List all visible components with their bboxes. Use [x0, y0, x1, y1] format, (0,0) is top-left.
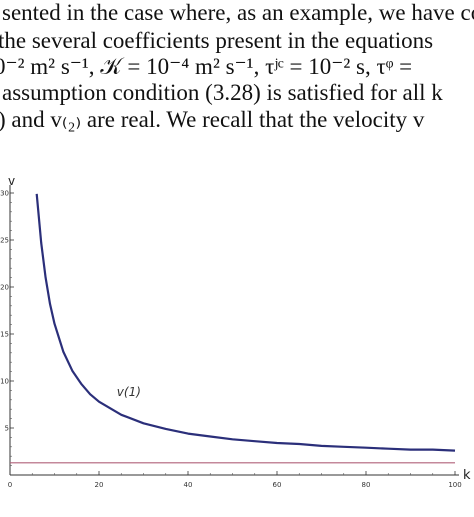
plot-svg: 0 20 40 60 80 100 5 10 15 20 25 30 v k v(1)	[0, 174, 471, 489]
x-tick-label-80: 80	[362, 481, 371, 489]
y-axis-label: v	[8, 175, 15, 188]
text-line-5: ) and v₍₂₎ are real. We recall that the …	[0, 107, 425, 132]
x-tick-label-100: 100	[448, 481, 461, 489]
velocity-plot: 0 20 40 60 80 100 5 10 15 20 25 30 v k v(1)	[0, 174, 474, 513]
text-line-1: sented in the case where, as an example,…	[2, 0, 474, 25]
text-line-2: the several coefficients present in the …	[0, 28, 434, 53]
text-line-4: assumption condition (3.28) is satisfied…	[2, 80, 443, 105]
x-tick-label-20: 20	[95, 481, 104, 489]
x-tick-label-60: 60	[273, 481, 282, 489]
axis-labels: 0 20 40 60 80 100 5 10 15 20 25 30 v k v(1)	[0, 174, 471, 489]
x-tick-label-0: 0	[8, 481, 12, 489]
text-line-3: 0⁻² m² s⁻¹, 𝒦 = 10⁻⁴ m² s⁻¹, τʲᶜ = 10⁻² …	[0, 54, 413, 79]
paper-text: sented in the case where, as an example,…	[0, 0, 474, 160]
series-layer	[10, 193, 456, 464]
y-tick-label-20: 20	[0, 284, 9, 292]
y-tick-label-30: 30	[0, 190, 9, 198]
curve-annotation-v1: v(1)	[117, 385, 141, 399]
x-tick-label-40: 40	[184, 481, 193, 489]
series-line-v1	[35, 193, 456, 452]
axes	[9, 185, 459, 476]
y-tick-label-5: 5	[5, 425, 9, 433]
x-axis-label: k	[463, 468, 471, 483]
y-tick-label-10: 10	[0, 378, 9, 386]
y-tick-label-25: 25	[0, 237, 9, 245]
y-tick-label-15: 15	[0, 331, 9, 339]
